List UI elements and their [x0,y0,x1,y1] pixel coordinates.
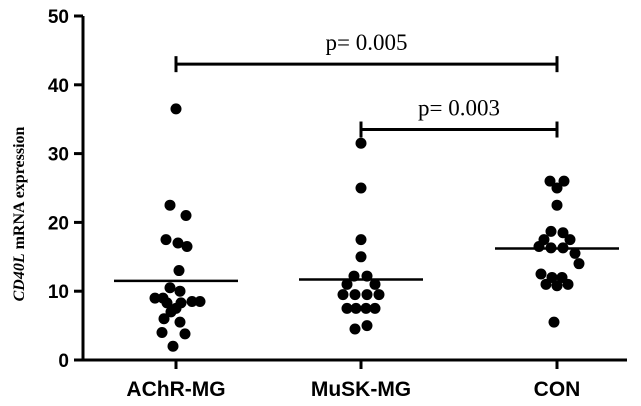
data-point [170,103,182,115]
data-point [535,268,547,280]
data-point [564,234,576,246]
x-category-label: AChR-MG [126,378,225,401]
y-axis-title: CD40L mRNA expression [11,126,28,301]
data-point [548,316,560,328]
data-point [164,282,176,294]
x-category-label: MuSK-MG [311,378,411,401]
data-point [573,258,585,270]
data-point [167,340,179,352]
data-point [186,296,198,308]
y-tick-label: 40 [48,76,69,97]
data-points [149,103,585,352]
x-category-label: CON [534,378,581,401]
data-point [337,289,349,301]
data-point [562,278,574,290]
data-point [569,247,581,259]
data-point [369,278,381,290]
data-point [544,175,556,187]
data-point [551,182,563,194]
p-value-label: p= 0.005 [326,30,408,55]
data-point [355,234,367,246]
data-point [540,278,552,290]
data-point [349,323,361,335]
data-point [355,137,367,149]
y-tick-label: 30 [48,145,69,166]
data-point [557,227,569,239]
data-point [558,175,570,187]
mean-lines [114,247,619,283]
data-point [350,302,362,314]
data-point [164,199,176,211]
data-point [341,278,353,290]
y-axis-title-italic: CD40L [11,253,28,301]
x-axis: AChR-MG MuSK-MG CON [81,358,627,401]
significance-brackets: p= 0.005 p= 0.003 [174,30,559,138]
data-point [341,302,353,314]
data-point [173,265,185,277]
data-point [172,237,184,249]
p-value-label: p= 0.003 [418,96,500,121]
data-point [174,316,186,328]
data-point [161,297,173,309]
data-point [545,225,557,237]
data-point [361,289,373,301]
data-point [533,240,545,252]
data-point [194,296,206,308]
data-point [551,280,563,292]
data-point [360,302,372,314]
data-point [361,320,373,332]
data-point [180,210,192,222]
y-tick-label: 50 [48,7,69,28]
data-point [158,313,170,325]
data-point [156,326,168,338]
y-tick-label: 0 [58,351,69,372]
data-point [149,292,161,304]
y-axis-title-rest: mRNA expression [11,126,28,253]
data-point [349,289,361,301]
data-point [355,182,367,194]
y-axis: 0 10 20 30 40 50 [48,7,85,372]
data-point [165,306,177,318]
y-tick-label: 10 [48,282,69,303]
data-point [551,199,563,211]
data-point [160,234,172,246]
data-point [369,302,381,314]
data-point [179,328,191,340]
data-point [373,289,385,301]
y-tick-label: 20 [48,213,69,234]
data-point [174,285,186,297]
data-point [355,251,367,263]
data-point [181,240,193,252]
